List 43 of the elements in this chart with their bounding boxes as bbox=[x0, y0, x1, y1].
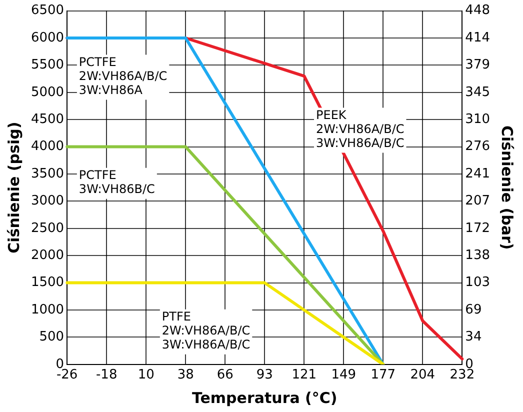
x-tick-label: 149 bbox=[331, 368, 356, 383]
text: PTFE 2W:VH86A/B/C 3W:VH86A/B/C bbox=[162, 309, 250, 352]
x-tick-label: 121 bbox=[292, 368, 317, 383]
y-tick-label: 2000 bbox=[30, 248, 64, 263]
x-tick-label: 93 bbox=[256, 368, 273, 383]
y-tick-label: 3500 bbox=[30, 166, 64, 182]
y-tick-label: 5000 bbox=[30, 84, 64, 100]
x-tick-label: 10 bbox=[138, 368, 154, 383]
x-tick-label: 204 bbox=[410, 368, 436, 383]
y-tick-label: 5500 bbox=[30, 58, 64, 73]
y2-tick-label: 34 bbox=[465, 330, 482, 345]
y2-tick-label: 345 bbox=[465, 84, 490, 100]
y2-tick-label: 379 bbox=[465, 58, 490, 73]
y-tick-label: 4000 bbox=[30, 139, 64, 154]
y2-tick-label: 448 bbox=[465, 3, 490, 18]
series-label: PEEK 2W:VH86A/B/C 3W:VH86A/B/C bbox=[316, 108, 404, 150]
y2-tick-label: 310 bbox=[465, 112, 490, 127]
y2-tick-label: 207 bbox=[465, 194, 490, 209]
y-tick-label: 4500 bbox=[30, 112, 64, 127]
y-tick-label: 2500 bbox=[30, 220, 64, 236]
y-tick-label: 1500 bbox=[30, 275, 64, 290]
y2-tick-label: 103 bbox=[465, 275, 490, 290]
y-tick-label: 3000 bbox=[30, 194, 64, 209]
series-label: PCTFE 2W:VH86A/B/C 3W:VH86A bbox=[78, 54, 168, 97]
x-tick-label: -26 bbox=[56, 368, 78, 383]
y2-tick-label: 276 bbox=[465, 139, 490, 154]
y2-tick-label: 69 bbox=[465, 302, 482, 318]
y-tick-label: 500 bbox=[39, 330, 64, 345]
y2-tick-label: 138 bbox=[465, 248, 490, 263]
x-tick-label: 66 bbox=[216, 368, 234, 383]
x-axis-title: Temperatura (°C) bbox=[192, 388, 338, 407]
y2-tick-label: 172 bbox=[465, 220, 490, 236]
y-tick-label: 6500 bbox=[30, 3, 64, 18]
x-tick-label: -18 bbox=[96, 368, 118, 383]
y-axis-title: Ciśnienie (psig) bbox=[4, 122, 23, 254]
x-tick-label: 177 bbox=[370, 368, 396, 383]
y2-axis-title: Ciśnienie (bar) bbox=[498, 125, 516, 250]
y2-tick-label: 241 bbox=[465, 166, 490, 182]
y-tick-label: 6000 bbox=[30, 30, 64, 46]
y-tick-label: 1000 bbox=[30, 302, 64, 318]
y2-tick-label: 414 bbox=[465, 30, 490, 46]
x-tick-label: 38 bbox=[177, 368, 194, 383]
series-label: PCTFE 3W:VH86B/C bbox=[78, 168, 155, 196]
